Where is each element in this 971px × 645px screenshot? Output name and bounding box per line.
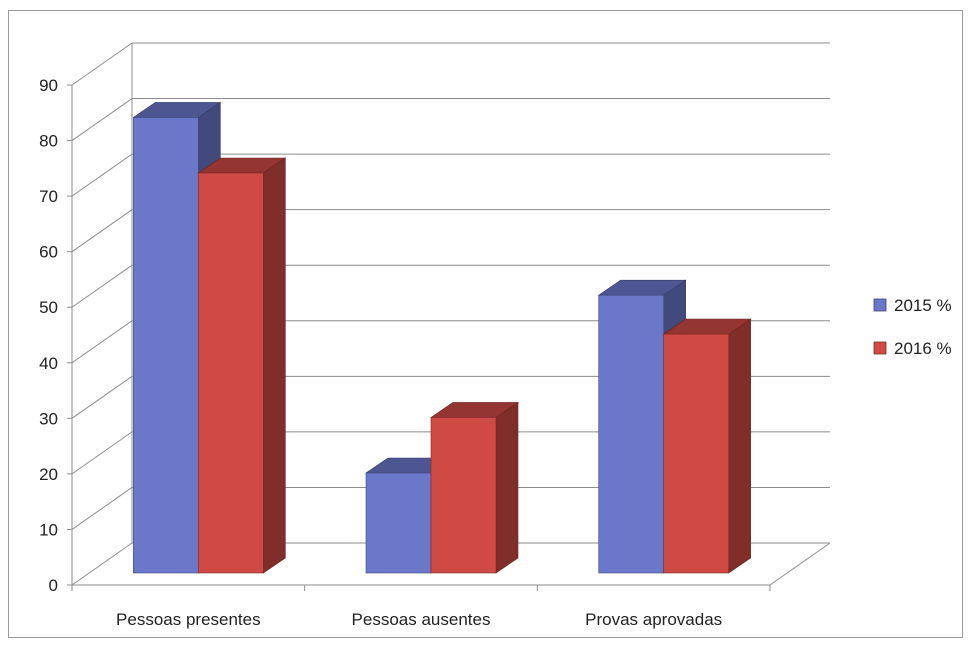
- bar-front: [133, 117, 199, 574]
- legend-item: 2015 %: [873, 296, 952, 315]
- gridline-side: [71, 98, 133, 141]
- x-tick-label: Provas aprovadas: [585, 610, 722, 629]
- legend-swatch: [873, 341, 887, 355]
- gridline-side: [71, 42, 133, 86]
- x-tick-label: Pessoas ausentes: [352, 610, 491, 629]
- bar-side: [728, 318, 751, 574]
- gridline-side: [71, 320, 133, 364]
- y-tick-labels: 0 10 20 30 40 50 60 70 80 90: [39, 76, 58, 595]
- y-tick-label: 10: [39, 520, 58, 539]
- bar-front: [430, 417, 497, 574]
- bar-front: [198, 172, 264, 574]
- bar-series2: [430, 401, 519, 574]
- y-tick-label: 30: [39, 409, 58, 428]
- gridline-side: [71, 431, 133, 475]
- floor-edge: [769, 542, 831, 586]
- bars: [132, 101, 752, 574]
- y-tick-label: 70: [39, 187, 58, 206]
- y-tick-label: 50: [39, 298, 58, 317]
- gridline-side: [71, 209, 133, 253]
- legend-item: 2016 %: [873, 339, 952, 358]
- gridline-side: [71, 487, 133, 530]
- bar-side: [263, 157, 286, 574]
- bar-front: [663, 333, 729, 574]
- y-tick-label: 90: [39, 76, 58, 95]
- y-tick-label: 80: [39, 132, 58, 151]
- gridline-side: [71, 153, 133, 197]
- axes: [67, 84, 831, 591]
- bar-series2: [662, 318, 752, 574]
- legend-label: 2015 %: [894, 296, 952, 315]
- y-tick-label: 40: [39, 354, 58, 373]
- bar-front: [598, 294, 664, 574]
- gridline-side: [71, 264, 133, 308]
- y-tick-label: 60: [39, 243, 58, 262]
- bar-side: [495, 401, 519, 574]
- x-tick-label: Pessoas presentes: [116, 610, 261, 629]
- bar-front: [365, 472, 432, 574]
- legend-swatch: [873, 298, 887, 312]
- y-tick-label: 0: [49, 576, 58, 595]
- gridline-side: [71, 375, 133, 419]
- y-tick-label: 20: [39, 465, 58, 484]
- gridline-side: [71, 542, 133, 586]
- bar-series2: [197, 157, 287, 574]
- legend-label: 2016 %: [894, 339, 952, 358]
- legend: 2015 % 2016 %: [873, 296, 952, 358]
- x-tick-labels: Pessoas presentes Pessoas ausentes Provas …: [116, 610, 722, 629]
